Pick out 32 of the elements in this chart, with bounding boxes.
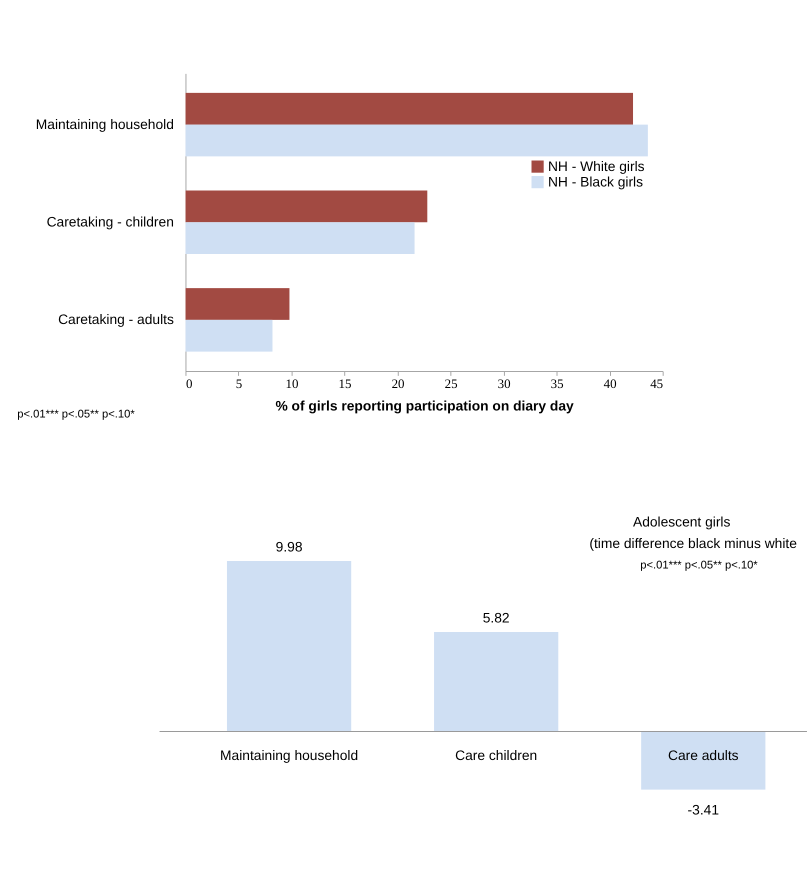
bar bbox=[186, 320, 272, 352]
x-tick-label: 20 bbox=[392, 376, 405, 391]
bar bbox=[186, 288, 290, 320]
x-tick-label: 25 bbox=[444, 376, 458, 391]
bar bbox=[186, 92, 634, 125]
x-tick-label: 15 bbox=[338, 376, 352, 391]
x-tick-label: 0 bbox=[186, 376, 192, 391]
chart-subtitle: (time difference black minus white bbox=[589, 536, 798, 551]
legend-label: NH - White girls bbox=[548, 158, 645, 174]
y-tick-label: Maintaining household bbox=[36, 116, 174, 132]
x-tick-label: 40 bbox=[604, 376, 617, 391]
chart-title: Adolescent girls bbox=[632, 514, 730, 530]
y-tick-label: Caretaking - adults bbox=[58, 312, 174, 328]
x-tick-label: Care children bbox=[455, 748, 538, 763]
bar bbox=[186, 222, 415, 254]
y-tick-label: Caretaking - children bbox=[46, 214, 174, 230]
data-label: 9.98 bbox=[276, 539, 303, 554]
data-label: -3.41 bbox=[688, 802, 719, 818]
bar bbox=[186, 190, 428, 222]
x-tick-label: Maintaining household bbox=[220, 748, 358, 763]
text: p<.01*** p<.05** p<.10* bbox=[17, 408, 136, 421]
x-tick-label: 10 bbox=[286, 376, 298, 391]
data-label: 5.82 bbox=[482, 610, 510, 626]
x-axis-title: % of girls reporting participation on diary day bbox=[275, 398, 574, 414]
bar bbox=[186, 124, 648, 156]
legend-label: NH - Black girls bbox=[548, 174, 644, 190]
annotation: p<.01*** p<.05** p<.10* bbox=[640, 560, 758, 572]
x-tick-label: 5 bbox=[236, 376, 242, 391]
x-tick-label: 45 bbox=[650, 376, 664, 391]
x-tick-label: Care adults bbox=[668, 748, 739, 763]
x-tick-label: 35 bbox=[550, 376, 564, 391]
x-tick-label: 30 bbox=[498, 376, 511, 391]
